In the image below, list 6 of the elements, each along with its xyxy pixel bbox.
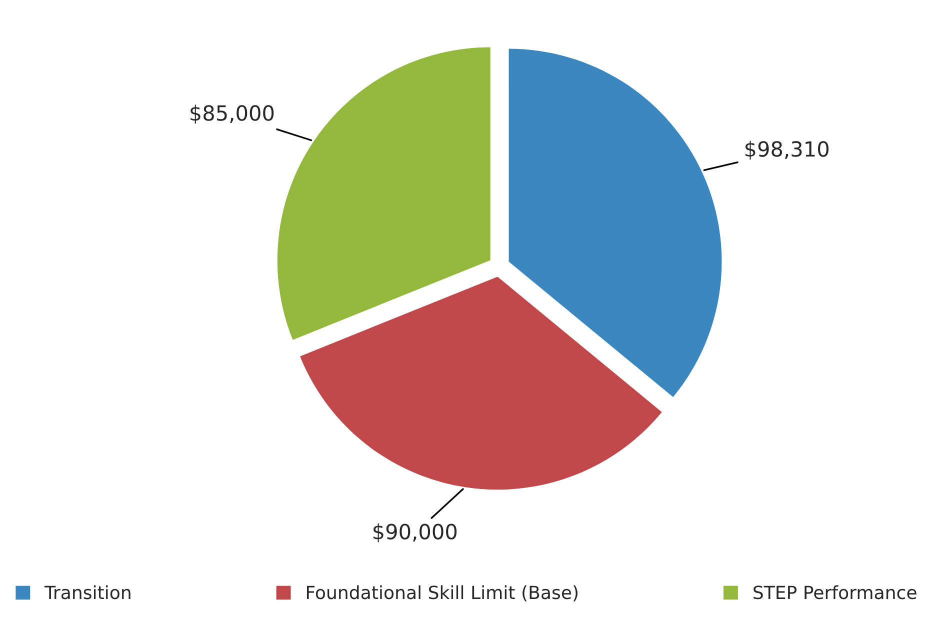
data-label: $90,000 bbox=[374, 523, 457, 542]
legend-label: Foundational Skill Limit (Base) bbox=[306, 585, 578, 602]
data-label: $85,000 bbox=[190, 104, 274, 124]
data-label: $98,310 bbox=[745, 140, 829, 160]
legend-label: STEP Performance bbox=[754, 585, 916, 600]
legend-label: Transition bbox=[44, 585, 130, 600]
